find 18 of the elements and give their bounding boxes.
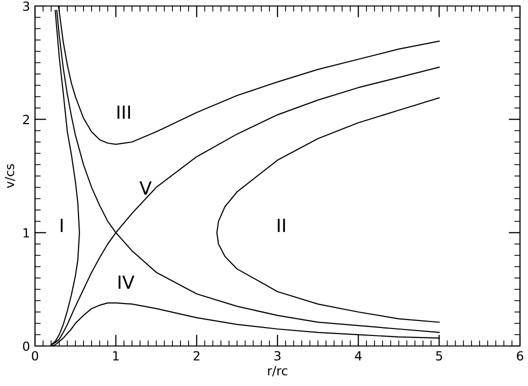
y-tick-label: 1: [24, 228, 29, 238]
annotation: V: [140, 181, 152, 195]
x-tick-label: 1: [113, 351, 119, 360]
annotation: III: [118, 106, 130, 119]
x-tick-label: 5: [436, 351, 442, 361]
x-tick-label: 4: [354, 351, 362, 360]
y-tick-label: 2: [23, 114, 29, 124]
x-tick-label: 2: [194, 351, 200, 360]
y-tick-label: 0: [23, 341, 30, 351]
x-tick-label: 6: [516, 351, 524, 361]
annotation: I: [60, 218, 63, 232]
annotation: II: [278, 218, 285, 232]
x-tick-label: 3: [274, 351, 280, 361]
x-tick-label: 0: [32, 351, 38, 361]
x-axis-title: r/rc: [268, 366, 288, 376]
y-tick-label: 3: [23, 1, 30, 11]
y-axis-title: v/cs: [4, 164, 16, 188]
annotation: IV: [118, 276, 134, 289]
